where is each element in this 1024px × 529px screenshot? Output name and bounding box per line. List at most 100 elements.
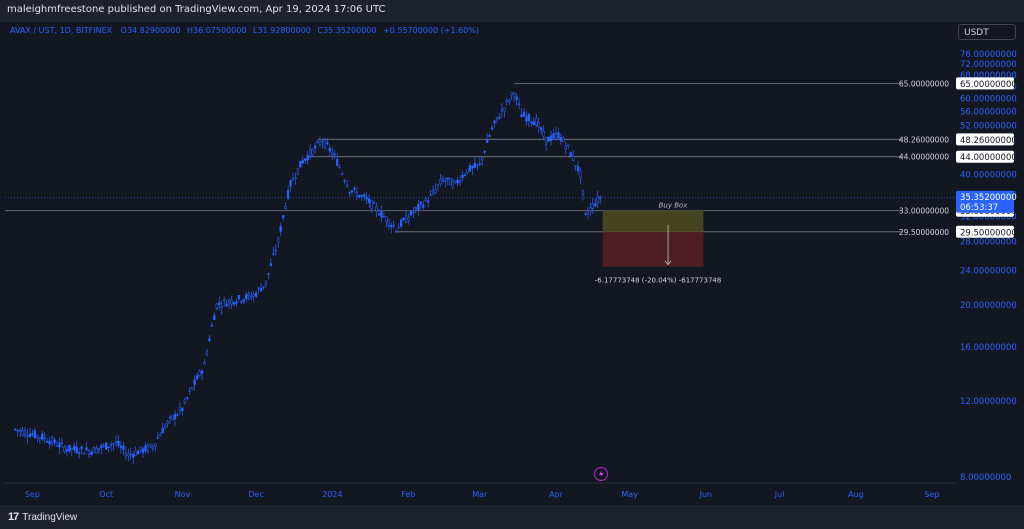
candle-body (427, 200, 430, 203)
currency-button[interactable]: USDT (958, 24, 1016, 40)
tradingview-logo[interactable]: 17 TradingView (8, 510, 77, 524)
candle-body (279, 225, 282, 232)
buy-box-upper (602, 210, 704, 232)
candle-body (436, 184, 440, 187)
bottom-bar: 17 TradingView (0, 505, 1024, 529)
candle-body (439, 178, 442, 184)
candle-body (365, 197, 368, 200)
legend-high: H36.07500000 (186, 26, 247, 35)
candle-body (112, 443, 115, 445)
candle-body (399, 219, 403, 227)
candle-body (481, 157, 484, 161)
candle-body (198, 370, 201, 376)
candle-body (252, 294, 255, 297)
candle-body (191, 387, 194, 390)
candle-body (540, 127, 543, 131)
candle-body (186, 397, 189, 399)
level-price-tag-text: 44.00000000 (960, 153, 1017, 163)
candle-body (581, 190, 585, 195)
candle-body (274, 249, 277, 252)
candle-body (508, 99, 511, 103)
candle-body (517, 103, 521, 105)
candle-body (68, 444, 71, 452)
tradingview-logo-icon: 17 (8, 511, 19, 523)
candle-body (313, 145, 317, 149)
lightning-icon (593, 466, 609, 482)
candle-body (559, 136, 563, 142)
candle-body (407, 217, 410, 221)
candle-body (532, 121, 535, 125)
candle-body (458, 180, 462, 183)
candle-body (284, 205, 287, 209)
candle-body (267, 273, 270, 275)
tradingview-brand: TradingView (22, 511, 78, 523)
candle-body (584, 212, 587, 215)
candle-body (522, 112, 526, 117)
y-tick-label: 68.00000000 (960, 71, 1017, 81)
candle-body (552, 133, 555, 139)
level-price-tag (956, 77, 1014, 90)
y-tick-label: 60.00000000 (960, 94, 1017, 104)
candle-body (220, 306, 223, 308)
candle-body (468, 164, 472, 172)
chart-legend: AVAX / UST, 1D, BITFINEX O34.82900000 H3… (10, 26, 483, 35)
candle-body (424, 198, 427, 201)
y-tick-label: 24.00000000 (960, 267, 1017, 277)
candle-body (235, 301, 238, 304)
candle-body (80, 446, 83, 449)
candle-body (16, 429, 19, 432)
candle-body (417, 204, 420, 211)
candle-body (444, 180, 447, 182)
candle-body (466, 168, 469, 174)
level-line-label: 65.00000000 (899, 79, 949, 88)
candle-body (463, 174, 467, 176)
candle-body (449, 178, 452, 186)
candle-body (19, 429, 22, 432)
last-price-tag (956, 190, 1014, 213)
candle-body (286, 190, 290, 199)
candle-body (139, 446, 142, 451)
candle-body (380, 210, 383, 218)
candle-body (441, 178, 445, 182)
candle-body (395, 230, 398, 233)
candle-body (301, 160, 304, 164)
candle-body (296, 168, 300, 175)
candle-body (485, 139, 489, 143)
x-tick-label: Jun (699, 490, 713, 499)
candle-body (269, 263, 273, 267)
candle-body (31, 433, 34, 436)
candle-body (525, 116, 528, 122)
candle-body (515, 96, 518, 100)
candle-body (136, 451, 140, 455)
candle-body (188, 390, 191, 392)
candle-body (594, 203, 597, 207)
candle-body (245, 294, 248, 300)
candle-body (289, 180, 292, 187)
candle-body (14, 428, 17, 431)
candle-body (262, 285, 265, 288)
x-tick-label: Jul (774, 490, 785, 499)
candle-body (85, 447, 88, 451)
y-tick-label: 40.00000000 (960, 171, 1017, 181)
y-tick-label: 76.00000000 (960, 50, 1017, 60)
candle-body (338, 166, 341, 169)
candle-body (557, 132, 560, 139)
candle-body (210, 325, 214, 327)
y-tick-label: 16.00000000 (960, 343, 1017, 353)
candle-body (343, 180, 346, 182)
candle-body (151, 446, 155, 450)
candle-body (102, 444, 105, 446)
candle-body (554, 132, 558, 135)
level-price-tag (956, 150, 1014, 163)
chart-area[interactable]: 76.0000000072.0000000068.0000000064.0000… (0, 0, 1024, 505)
candle-body (478, 163, 481, 165)
candle-body (294, 177, 297, 180)
candle-body (28, 433, 32, 438)
candle-body (461, 174, 464, 178)
y-tick-label: 20.00000000 (960, 301, 1017, 311)
level-price-tag (956, 225, 1014, 238)
candle-body (134, 450, 137, 456)
candle-body (171, 415, 174, 420)
candle-body (164, 425, 167, 429)
candle-body (392, 225, 395, 227)
